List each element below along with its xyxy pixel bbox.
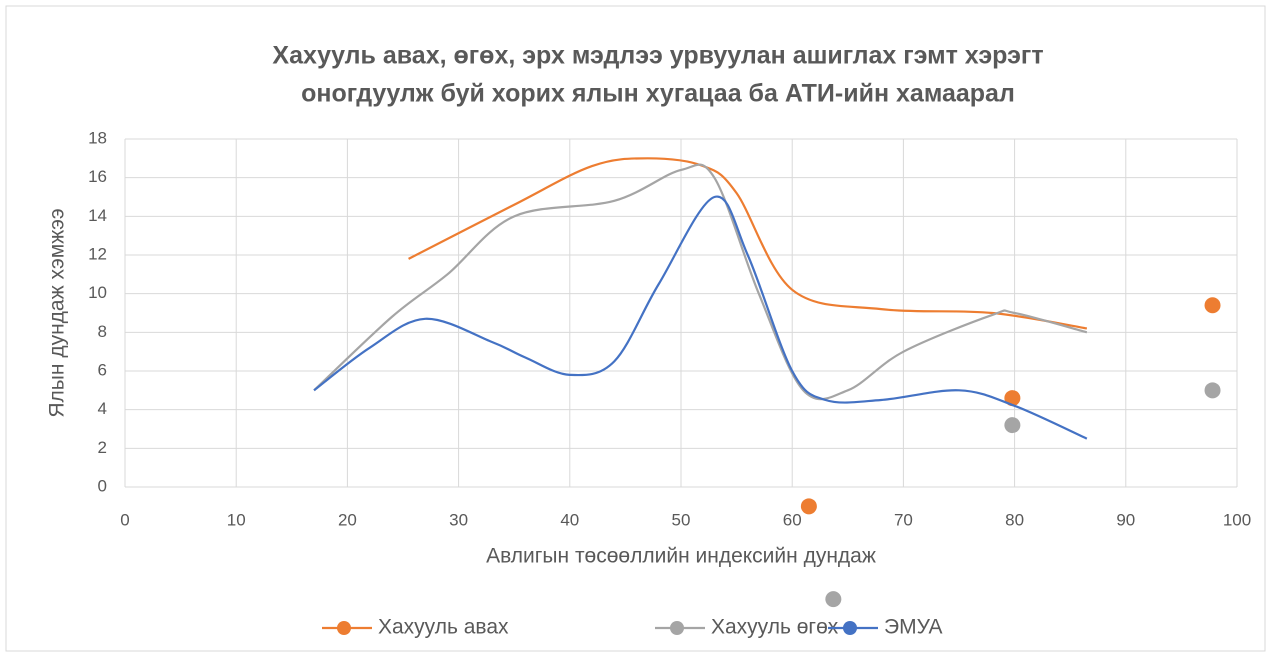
series-line: [313, 163, 1088, 401]
x-tick-label: 0: [120, 510, 129, 529]
series-line: [313, 195, 1088, 440]
legend-marker: [337, 621, 351, 635]
x-tick-label: 20: [338, 510, 357, 529]
legend-label: Хахууль өгөх: [711, 616, 839, 639]
point: [1204, 297, 1221, 314]
series-line: [408, 157, 1088, 330]
y-tick-label: 0: [98, 476, 107, 495]
x-axis-label: Авлигын төсөөллийн индексийн дундаж: [486, 545, 876, 568]
x-tick-label: 100: [1223, 510, 1251, 529]
x-tick-label: 80: [1005, 510, 1024, 529]
x-tick-label: 10: [227, 510, 246, 529]
point: [825, 591, 842, 608]
legend-marker: [670, 621, 684, 635]
y-tick-label: 16: [88, 167, 107, 186]
y-tick-label: 2: [98, 438, 107, 457]
x-tick-label: 30: [449, 510, 468, 529]
legend-marker: [843, 621, 857, 635]
point: [1004, 417, 1021, 434]
x-tick-label: 70: [894, 510, 913, 529]
chart-title: Хахууль авах, өгөх, эрх мэдлээ урвуулан …: [272, 42, 1043, 70]
y-tick-label: 6: [98, 360, 107, 379]
y-axis-label: Ялын дундаж хэмжээ: [46, 208, 69, 417]
point: [1204, 382, 1221, 399]
y-tick-label: 12: [88, 244, 107, 263]
legend-label: Хахууль авах: [378, 616, 509, 639]
point: [800, 498, 817, 515]
y-tick-label: 14: [88, 206, 107, 225]
legend-label: ЭМУА: [884, 616, 943, 639]
y-tick-label: 8: [98, 322, 107, 341]
y-tick-label: 10: [88, 283, 107, 302]
x-tick-label: 60: [783, 510, 802, 529]
chart-title: оногдуулж буй хорих ялын хугацаа ба АТИ-…: [301, 80, 1015, 108]
x-tick-label: 90: [1116, 510, 1135, 529]
x-tick-label: 50: [672, 510, 691, 529]
y-tick-label: 4: [98, 399, 107, 418]
y-tick-label: 18: [88, 128, 107, 147]
point: [1004, 390, 1021, 407]
x-tick-label: 40: [560, 510, 579, 529]
